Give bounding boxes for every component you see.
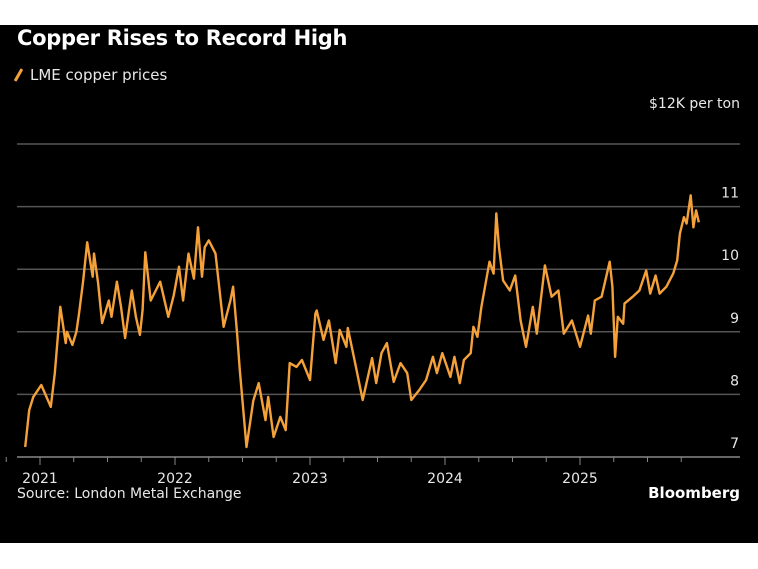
legend-label: LME copper prices <box>30 66 168 84</box>
source-note: Source: London Metal Exchange <box>17 486 242 502</box>
x-tick-label: 2025 <box>562 471 598 487</box>
legend: LME copper prices <box>13 66 168 84</box>
y-tick-label: 10 <box>721 248 739 264</box>
x-tick-label: 2023 <box>292 471 328 487</box>
y-axis-unit-label: $12K per ton <box>649 96 740 112</box>
y-tick-label: 11 <box>721 186 739 202</box>
y-tick-label: 9 <box>730 311 739 327</box>
y-tick-label: 8 <box>730 373 739 389</box>
series-line-lme-copper-prices <box>24 194 700 449</box>
bloomberg-logo: Bloomberg <box>648 484 740 502</box>
y-tick-label: 7 <box>730 436 739 452</box>
x-tick-label: 2022 <box>157 471 193 487</box>
x-tick-label: 2024 <box>427 471 463 487</box>
chart-title: Copper Rises to Record High <box>17 26 348 50</box>
x-tick-label: 2021 <box>22 471 58 487</box>
